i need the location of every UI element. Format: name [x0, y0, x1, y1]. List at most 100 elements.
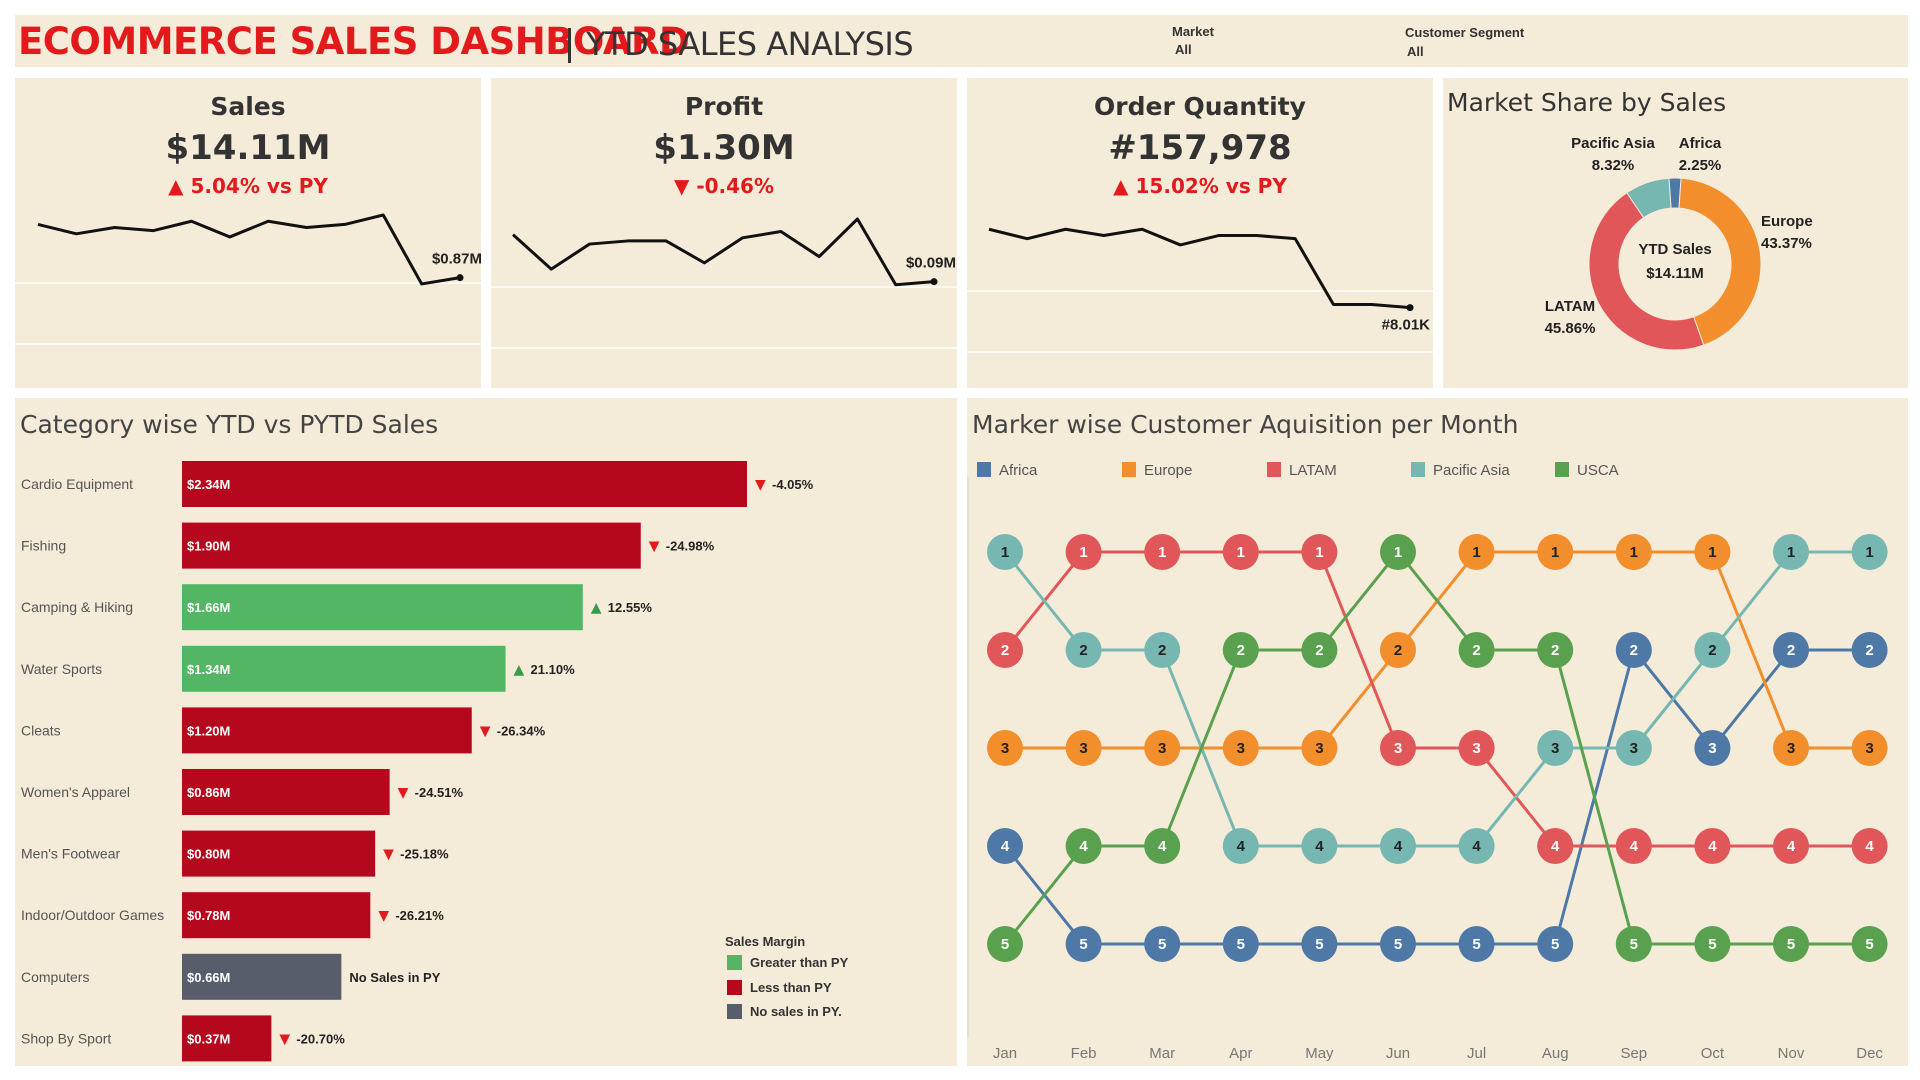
series-marker[interactable] [1458, 828, 1495, 864]
series-marker[interactable] [1301, 926, 1338, 962]
series-marker[interactable] [1065, 730, 1102, 766]
x-tick-label: Oct [1701, 1045, 1725, 1062]
series-marker[interactable] [1773, 632, 1809, 668]
series-marker[interactable] [1065, 632, 1102, 668]
category-bar[interactable] [182, 461, 747, 507]
marker-rank-label: 5 [1079, 936, 1087, 953]
series-marker[interactable] [1615, 730, 1652, 766]
marker-rank-label: 3 [1865, 740, 1873, 757]
marker-rank-label: 5 [1001, 936, 1009, 953]
series-marker[interactable] [1380, 828, 1416, 864]
bar-change-label: -20.70% [296, 1031, 345, 1046]
series-marker[interactable] [1458, 730, 1495, 766]
series-marker[interactable] [1380, 534, 1416, 570]
series-marker[interactable] [1773, 926, 1809, 962]
series-marker[interactable] [1380, 730, 1416, 766]
market-filter-label: Market [1172, 24, 1214, 39]
category-bar[interactable] [182, 769, 390, 815]
series-marker[interactable] [1694, 534, 1731, 570]
category-bar[interactable] [182, 707, 472, 754]
series-marker[interactable] [1537, 926, 1574, 962]
series-marker[interactable] [1773, 534, 1809, 570]
series-marker[interactable] [1222, 926, 1259, 962]
series-marker[interactable] [1537, 632, 1574, 668]
bar-change-label: -4.05% [772, 477, 814, 492]
series-marker[interactable] [1380, 926, 1416, 962]
series-marker[interactable] [1222, 828, 1259, 864]
donut-slice-pacific-asia[interactable] [1626, 177, 1672, 219]
series-marker[interactable] [1144, 926, 1181, 962]
legend-swatch [977, 462, 991, 477]
series-marker[interactable] [1773, 828, 1809, 864]
series-marker[interactable] [1694, 926, 1731, 962]
series-marker[interactable] [1222, 534, 1259, 570]
series-marker[interactable] [1851, 828, 1888, 864]
series-marker[interactable] [1537, 828, 1574, 864]
market-share-title: Market Share by Sales [1447, 88, 1727, 117]
category-bar[interactable] [182, 830, 376, 877]
segment-filter-value[interactable]: All [1407, 44, 1424, 59]
category-bar[interactable] [182, 645, 506, 692]
series-marker[interactable] [1851, 730, 1888, 766]
marker-rank-label: 4 [1787, 838, 1796, 855]
bar-value-label: $0.37M [187, 1031, 230, 1046]
legend-swatch [727, 955, 742, 970]
series-marker[interactable] [987, 730, 1023, 766]
series-marker[interactable] [1615, 926, 1652, 962]
series-marker[interactable] [1773, 730, 1809, 766]
category-bar[interactable] [182, 953, 342, 1000]
category-bar[interactable] [182, 1015, 272, 1062]
series-marker[interactable] [1301, 632, 1338, 668]
series-marker[interactable] [1537, 730, 1574, 766]
series-marker[interactable] [1144, 632, 1181, 668]
series-marker[interactable] [987, 828, 1023, 864]
series-marker[interactable] [1615, 632, 1652, 668]
bump-chart-title: Marker wise Customer Aquisition per Mont… [972, 410, 1519, 439]
kpi-card-sales: Sales $14.11M ▲ 5.04% vs PY $0.87M [15, 78, 481, 388]
series-marker[interactable] [1615, 534, 1652, 570]
series-marker[interactable] [1851, 534, 1888, 570]
kpi-change-text: 5.04% vs PY [190, 174, 328, 198]
series-marker[interactable] [1301, 828, 1338, 864]
series-marker[interactable] [1694, 730, 1731, 766]
series-marker[interactable] [987, 632, 1023, 668]
donut-slice-latam[interactable] [1588, 192, 1705, 351]
series-marker[interactable] [1694, 632, 1731, 668]
marker-rank-label: 1 [1315, 544, 1323, 561]
category-bar[interactable] [182, 892, 371, 939]
kpi-change: ▼ -0.46% [491, 174, 957, 198]
marker-rank-label: 5 [1158, 936, 1166, 953]
series-marker[interactable] [1851, 632, 1888, 668]
series-marker[interactable] [1065, 926, 1102, 962]
series-marker[interactable] [1065, 534, 1102, 570]
series-marker[interactable] [1301, 534, 1338, 570]
marker-rank-label: 4 [1865, 838, 1874, 855]
series-marker[interactable] [1537, 534, 1574, 570]
sparkline-end-point [930, 278, 938, 286]
series-marker[interactable] [1458, 926, 1495, 962]
series-marker[interactable] [1458, 534, 1495, 570]
series-marker[interactable] [987, 534, 1023, 570]
series-marker[interactable] [1222, 632, 1259, 668]
series-marker[interactable] [1851, 926, 1888, 962]
donut-slice-europe[interactable] [1678, 177, 1762, 346]
series-marker[interactable] [1301, 730, 1338, 766]
series-marker[interactable] [1144, 534, 1181, 570]
series-marker[interactable] [1144, 730, 1181, 766]
series-marker[interactable] [1694, 828, 1731, 864]
series-marker[interactable] [1065, 828, 1102, 864]
marker-rank-label: 1 [1001, 544, 1009, 561]
series-marker[interactable] [1222, 730, 1259, 766]
series-marker[interactable] [987, 926, 1023, 962]
series-marker[interactable] [1380, 632, 1416, 668]
category-bar[interactable] [182, 584, 583, 631]
series-marker[interactable] [1144, 828, 1181, 864]
market-filter-value[interactable]: All [1175, 42, 1192, 57]
series-marker[interactable] [1458, 632, 1495, 668]
up-arrow-icon: ▲ [168, 174, 191, 198]
marker-rank-label: 3 [1551, 740, 1559, 757]
series-marker[interactable] [1615, 828, 1652, 864]
marker-rank-label: 1 [1865, 544, 1873, 561]
category-bar[interactable] [182, 522, 641, 569]
category-label: Water Sports [21, 661, 102, 677]
